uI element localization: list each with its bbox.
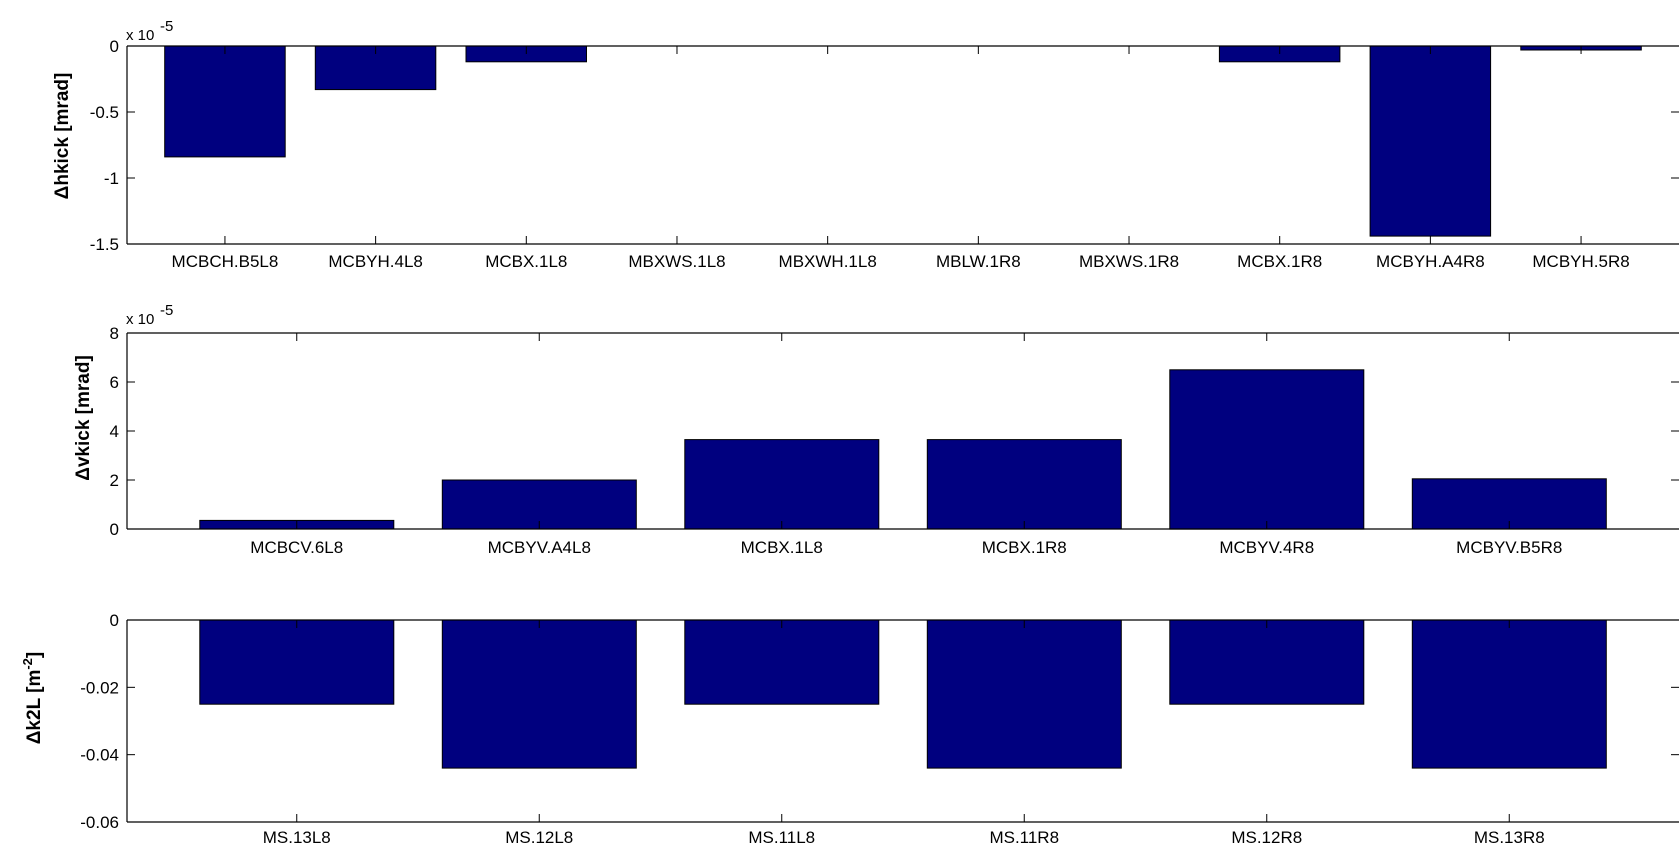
k2l-category-label-1: MS.12L8 xyxy=(505,828,573,845)
k2l-bar-0 xyxy=(199,619,395,705)
vkick-exponent-base: x 10 xyxy=(126,311,154,328)
vkick-category-label-5: MCBYV.B5R8 xyxy=(1456,538,1562,557)
hkick-ytick-label-1: -0.5 xyxy=(90,103,119,122)
vkick-category-label-0: MCBCV.6L8 xyxy=(250,538,343,557)
k2l-y-axis-label-power: -2 xyxy=(20,658,35,670)
hkick-category-label-7: MCBX.1R8 xyxy=(1237,252,1322,271)
k2l-category-label-5: MS.13R8 xyxy=(1474,828,1545,845)
k2l-category-label-3: MS.11R8 xyxy=(989,828,1059,845)
k2l-ytick-label-1: -0.02 xyxy=(80,678,119,697)
vkick-ytick-label-1: 2 xyxy=(110,471,119,490)
k2l-y-axis-label-tail: ] xyxy=(24,652,45,658)
k2l-category-label-0: MS.13L8 xyxy=(263,828,331,845)
k2l-bar-5 xyxy=(1411,619,1607,769)
vkick-y-axis-label: Δvkick [mrad] xyxy=(73,355,94,481)
k2l-ytick-label-2: -0.04 xyxy=(80,746,119,765)
k2l-bar-2 xyxy=(684,619,880,705)
hkick-category-label-1: MCBYH.4L8 xyxy=(328,252,422,271)
hkick-category-label-9: MCBYH.5R8 xyxy=(1532,252,1629,271)
k2l-panel: Δk2L [m-2] 0 -0.02 -0.04 -0.06 MS.13L8 MS.12L… xyxy=(20,611,1679,845)
hkick-ytick-label-0: 0 xyxy=(110,37,119,56)
k2l-category-label-4: MS.12R8 xyxy=(1231,828,1302,845)
vkick-bar-5 xyxy=(1411,478,1607,530)
k2l-bar-4 xyxy=(1169,619,1365,705)
k2l-ytick-label-3: -0.06 xyxy=(80,813,119,832)
hkick-category-label-2: MCBX.1L8 xyxy=(485,252,567,271)
hkick-y-axis-label: Δhkick [mrad] xyxy=(52,73,73,200)
k2l-ytick-label-0: 0 xyxy=(110,611,119,630)
vkick-category-label-3: MCBX.1R8 xyxy=(982,538,1067,557)
vkick-category-label-4: MCBYV.4R8 xyxy=(1219,538,1314,557)
k2l-category-label-2: MS.11L8 xyxy=(748,828,815,845)
hkick-category-label-6: MBXWS.1R8 xyxy=(1079,252,1179,271)
vkick-bar-2 xyxy=(684,439,880,530)
vkick-bar-4 xyxy=(1169,369,1365,530)
hkick-bar-0 xyxy=(164,45,286,158)
hkick-category-label-5: MBLW.1R8 xyxy=(936,252,1021,271)
hkick-category-label-3: MBXWS.1L8 xyxy=(628,252,725,271)
vkick-ytick-label-3: 6 xyxy=(110,373,119,392)
hkick-exponent-base: x 10 xyxy=(126,27,154,44)
vkick-bar-1 xyxy=(441,479,637,530)
k2l-y-axis-label-main: Δk2L [m xyxy=(24,670,45,745)
vkick-exponent-power: -5 xyxy=(160,302,173,319)
vkick-category-label-1: MCBYV.A4L8 xyxy=(488,538,591,557)
vkick-ytick-label-0: 0 xyxy=(110,520,119,539)
k2l-y-axis-label: Δk2L [m-2] xyxy=(20,652,45,744)
hkick-panel: Δhkick [mrad] x 10 -5 0 -0.5 -1 -1.5 MCBCH.B… xyxy=(52,18,1679,271)
hkick-category-label-8: MCBYH.A4R8 xyxy=(1376,252,1485,271)
hkick-ytick-label-3: -1.5 xyxy=(90,235,119,254)
vkick-ytick-label-2: 4 xyxy=(110,422,119,441)
vkick-ytick-label-4: 8 xyxy=(110,324,119,343)
k2l-bar-3 xyxy=(926,619,1122,769)
hkick-category-label-0: MCBCH.B5L8 xyxy=(172,252,279,271)
vkick-panel: Δvkick [mrad] x 10 -5 0 2 4 6 8 MCBCV.6L8 MCBY… xyxy=(73,302,1679,557)
hkick-bar-8 xyxy=(1369,45,1492,237)
vkick-category-label-2: MCBX.1L8 xyxy=(741,538,823,557)
hkick-ytick-label-2: -1 xyxy=(104,169,119,188)
vkick-bar-3 xyxy=(926,439,1122,530)
hkick-exponent-power: -5 xyxy=(160,18,173,35)
hkick-category-label-4: MBXWH.1L8 xyxy=(779,252,877,271)
k2l-bar-1 xyxy=(441,619,637,769)
